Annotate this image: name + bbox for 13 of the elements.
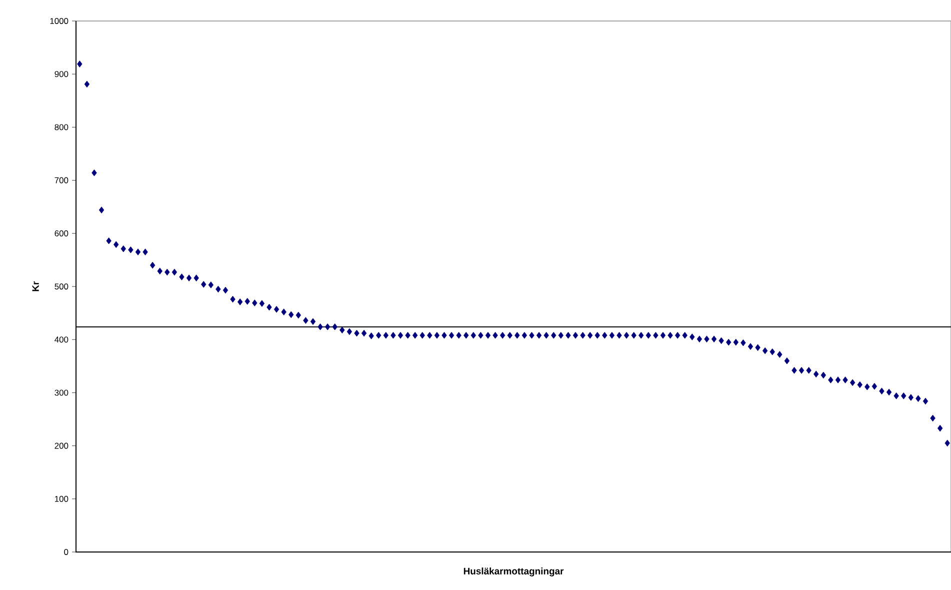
y-axis-title: Kr: [32, 281, 39, 292]
y-tick-label: 400: [54, 336, 68, 343]
x-axis-title: Husläkarmottagningar: [464, 568, 564, 576]
y-tick-label: 500: [54, 283, 68, 290]
y-tick-label: 0: [64, 548, 68, 555]
y-tick-label: 900: [54, 71, 68, 78]
y-tick-label: 300: [54, 390, 68, 396]
y-tick-label: 1000: [50, 18, 68, 24]
y-tick-label: 700: [54, 177, 68, 184]
y-tick-label: 600: [54, 230, 68, 236]
y-tick-label: 800: [54, 124, 68, 130]
y-tick-label: 100: [55, 496, 68, 502]
y-tick-label: 200: [54, 442, 68, 449]
